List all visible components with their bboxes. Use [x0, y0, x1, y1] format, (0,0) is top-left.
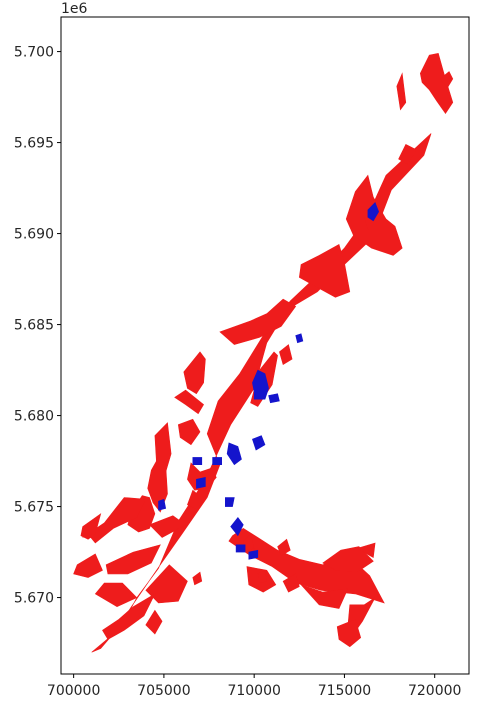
map-polygon: [147, 456, 168, 513]
map-polygon: [252, 435, 266, 451]
map-polygon: [367, 202, 380, 222]
x-tick-label: 715000: [318, 683, 371, 699]
y-tick-label: 5.690: [14, 227, 54, 243]
map-polygon: [91, 133, 432, 653]
x-axis: 700000 705000 710000 715000 720000: [47, 674, 461, 699]
y-axis: 5.670 5.675 5.680 5.685 5.690 5.695 5.700: [14, 45, 61, 607]
map-polygon: [226, 442, 242, 466]
plot-area: [73, 53, 454, 653]
map-polygon: [196, 477, 206, 489]
map-polygon: [257, 569, 268, 584]
y-tick-label: 5.680: [14, 409, 54, 425]
y-tick-label: 5.700: [14, 45, 54, 61]
map-polygon: [295, 333, 304, 344]
x-tick-label: 720000: [408, 683, 461, 699]
map-polygon: [279, 344, 293, 366]
map-polygon: [235, 544, 246, 553]
map-polygon: [145, 609, 163, 635]
map-polygon: [105, 544, 161, 575]
x-tick-label: 705000: [137, 683, 190, 699]
map-polygon: [145, 564, 188, 604]
y-tick-label: 5.695: [14, 136, 54, 152]
map-polygon: [356, 542, 376, 558]
map-polygon: [300, 584, 349, 609]
map-polygon: [187, 489, 204, 511]
x-tick-label: 710000: [227, 683, 280, 699]
map-polygon: [419, 53, 454, 115]
map-polygon: [225, 497, 235, 507]
x-tick-label: 700000: [47, 683, 100, 699]
map-polygon: [174, 389, 204, 415]
map-polygon: [282, 573, 300, 593]
map-polygon: [94, 582, 138, 608]
map-polygon: [192, 457, 203, 466]
map-polygon: [80, 513, 102, 540]
y-tick-label: 5.685: [14, 318, 54, 334]
map-polygon: [187, 462, 217, 491]
map-polygon: [102, 593, 156, 640]
map-polygon: [73, 553, 103, 578]
map-polygon: [396, 72, 407, 111]
map-polygon: [183, 351, 206, 395]
map-polygon: [398, 143, 418, 165]
map-polygon: [148, 515, 187, 538]
map-polygon: [268, 393, 280, 404]
map-polygon: [177, 418, 201, 446]
y-tick-label: 5.670: [14, 591, 54, 607]
map-polygon: [158, 498, 167, 511]
polygon-layer: [158, 202, 380, 560]
map-polygon: [212, 457, 222, 466]
map-polygon: [219, 298, 297, 345]
map-polygon: [248, 549, 259, 560]
map-polygon: [336, 618, 362, 648]
y-offset-label: 1e6: [61, 1, 88, 17]
map-polygon: [192, 571, 203, 586]
map-polygon: [277, 538, 291, 557]
map-polygon: [322, 546, 374, 573]
map-polygon: [252, 369, 269, 400]
polygon-layer: [73, 53, 454, 653]
map-polygon: [230, 517, 244, 537]
map-polygon: [127, 495, 156, 533]
axes-frame: [60, 16, 470, 675]
map-polygon: [439, 71, 454, 89]
map-polygon: [298, 244, 351, 298]
y-tick-label: 5.675: [14, 500, 54, 516]
